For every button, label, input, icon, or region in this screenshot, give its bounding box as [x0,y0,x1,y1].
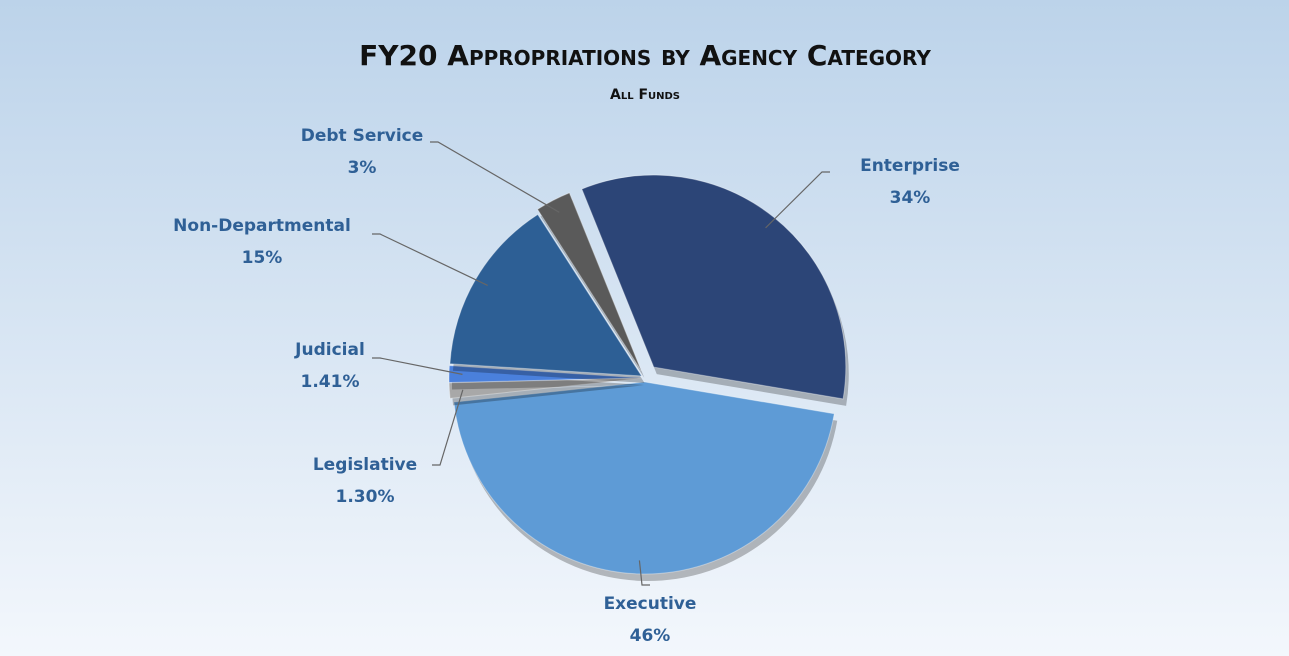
slice-label: Legislative [313,455,417,475]
slice-value: 34% [890,188,931,208]
pie-slice [536,192,642,372]
slice-label: Enterprise [860,156,960,176]
chart-subtitle: All Funds [610,87,680,103]
leader-line [372,357,463,375]
leader-line [765,171,830,229]
slice-value: 15% [242,248,283,268]
slice-value: 46% [630,626,671,646]
leader-line [638,560,650,586]
slice-value: 1.30% [336,487,395,507]
leader-line [372,233,488,286]
pie-slice [453,381,835,575]
leader-line [430,141,560,213]
pie-slice [448,377,642,399]
slice-value: 3% [348,158,377,178]
slice-label: Debt Service [301,126,424,146]
pie-slice [581,174,847,400]
slice-label: Non-Departmental [173,216,351,236]
slice-value: 1.41% [301,372,360,392]
slice-label: Executive [604,594,697,614]
pie-slice [448,365,642,384]
chart-title: FY20 Appropriations by Agency Category [359,39,931,72]
leader-line [432,389,464,466]
slice-label: Judicial [294,340,365,360]
pie-slice [449,213,643,377]
